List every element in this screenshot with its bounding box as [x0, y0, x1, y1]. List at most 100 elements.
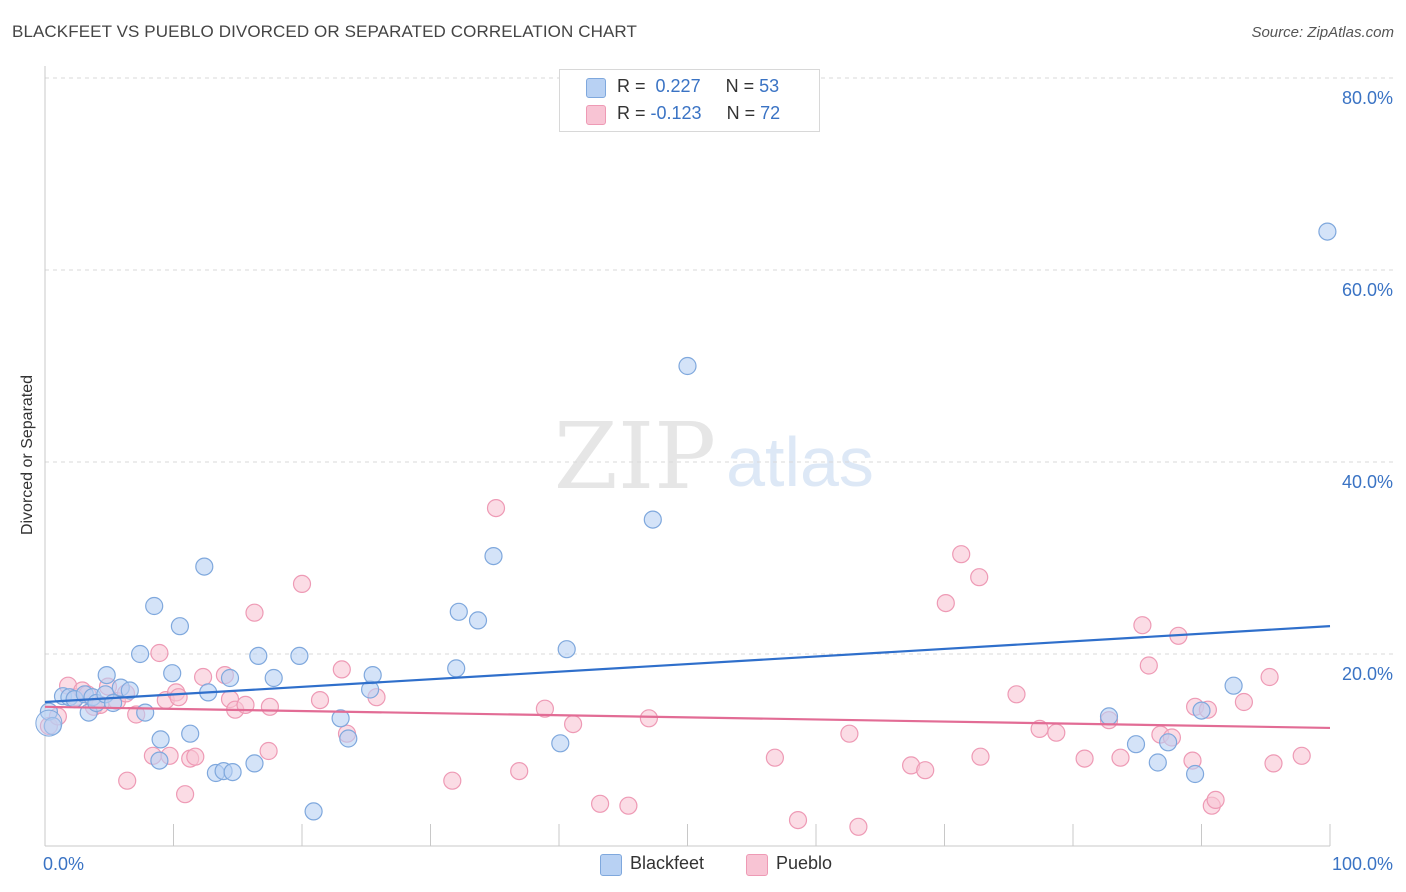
- blackfeet-point-15: [136, 703, 155, 722]
- pueblo-point-49: [936, 593, 955, 613]
- pueblo-point-22: [194, 667, 213, 687]
- pueblo-point-72: [1292, 746, 1311, 765]
- blackfeet-cluster-point: [35, 709, 63, 737]
- pueblo-point-28: [259, 741, 278, 761]
- blackfeet-point-36: [363, 665, 382, 685]
- pueblo-point-38: [535, 699, 555, 718]
- blackfeet-point-16: [145, 596, 164, 616]
- pueblo-point-35: [443, 771, 462, 790]
- bottom-legend-swatch-pueblo: [746, 854, 768, 876]
- pueblo-points: [39, 499, 1311, 836]
- pueblo-point-71: [1264, 754, 1283, 773]
- blackfeet-point-37: [447, 659, 466, 678]
- pueblo-point-11: [118, 771, 137, 790]
- legend-r-pueblo: -0.123: [650, 103, 702, 123]
- pueblo-point-68: [1206, 790, 1225, 810]
- legend-swatch-pueblo: [586, 105, 606, 125]
- pueblo-point-42: [639, 709, 659, 728]
- blackfeet-trend-line: [44, 625, 1331, 704]
- bottom-legend-swatch-blackfeet: [600, 854, 622, 876]
- source-credit: Source: ZipAtlas.com: [1251, 24, 1394, 41]
- pueblo-trend-line: [44, 705, 1331, 730]
- bottom-legend-label-pueblo: Pueblo: [776, 853, 833, 873]
- blackfeet-point-50: [1192, 701, 1211, 720]
- blackfeet-point-17: [150, 751, 169, 770]
- blackfeet-point-51: [1224, 676, 1243, 695]
- blackfeet-point-42: [557, 640, 576, 659]
- y-tick-label-0: 20.0%: [1342, 664, 1393, 684]
- y-tick-label-1: 40.0%: [1342, 472, 1393, 492]
- pueblo-point-31: [310, 690, 330, 710]
- pueblo-point-59: [1133, 616, 1152, 635]
- blackfeet-point-29: [249, 646, 268, 666]
- blackfeet-point-28: [245, 754, 264, 773]
- tick-labels: 20.0% 40.0% 60.0% 80.0% 0.0% 100.0%: [43, 88, 1393, 874]
- pueblo-point-30: [292, 574, 312, 594]
- y-tick-label-2: 60.0%: [1342, 280, 1393, 300]
- pueblo-point-45: [840, 724, 859, 743]
- blackfeet-points: [35, 222, 1337, 821]
- blackfeet-point-20: [170, 617, 189, 636]
- blackfeet-point-22: [195, 557, 214, 576]
- pueblo-point-39: [563, 714, 583, 734]
- watermark: ZIP atlas: [554, 403, 874, 510]
- blackfeet-point-26: [220, 668, 240, 688]
- pueblo-point-36: [486, 499, 506, 518]
- blackfeet-point-32: [304, 802, 323, 821]
- legend-r-blackfeet: 0.227: [655, 76, 701, 96]
- blackfeet-point-52: [1318, 222, 1337, 241]
- blackfeet-point-18: [151, 730, 170, 749]
- legend-n-pueblo: 72: [760, 103, 781, 123]
- pueblo-point-27: [245, 603, 264, 622]
- pueblo-point-44: [788, 810, 808, 830]
- legend-text-pueblo: R = -0.123 N = 72: [617, 103, 781, 123]
- pueblo-point-21: [186, 747, 205, 766]
- legend-n-blackfeet: 53: [759, 76, 780, 96]
- x-tick-label-max: 100.0%: [1332, 854, 1393, 874]
- pueblo-point-70: [1260, 667, 1279, 687]
- blackfeet-point-14: [131, 644, 150, 664]
- blackfeet-point-43: [643, 510, 662, 529]
- blackfeet-point-49: [1185, 764, 1205, 784]
- pueblo-point-29: [260, 697, 279, 716]
- pueblo-point-43: [765, 748, 785, 767]
- pueblo-point-32: [332, 660, 351, 679]
- grid-lines: [45, 77, 1393, 655]
- blackfeet-point-48: [1158, 733, 1178, 752]
- blackfeet-point-31: [290, 646, 309, 666]
- pueblo-point-52: [971, 747, 990, 766]
- pueblo-point-60: [1139, 656, 1158, 675]
- legend-text-blackfeet: R = 0.227 N = 53: [617, 76, 780, 96]
- pueblo-point-18: [169, 688, 188, 707]
- blackfeet-point-47: [1148, 753, 1167, 772]
- blackfeet-point-38: [449, 602, 468, 621]
- watermark-zip: ZIP: [554, 403, 716, 510]
- blackfeet-point-34: [339, 729, 358, 748]
- trend-lines: [44, 625, 1331, 730]
- blackfeet-point-46: [1126, 735, 1146, 754]
- blackfeet-point-27: [223, 762, 242, 782]
- x-tick-label-min: 0.0%: [43, 854, 84, 874]
- blackfeet-point-45: [1099, 707, 1119, 726]
- blackfeet-point-10: [97, 665, 116, 685]
- blackfeet-point-40: [484, 546, 503, 566]
- blackfeet-point-21: [181, 724, 200, 743]
- blackfeet-point-39: [468, 611, 488, 630]
- pueblo-point-69: [1234, 692, 1254, 712]
- blackfeet-point-33: [331, 709, 350, 728]
- legend-swatch-blackfeet: [586, 78, 606, 98]
- pueblo-point-50: [952, 545, 971, 564]
- blackfeet-point-19: [163, 664, 182, 683]
- pueblo-point-14: [150, 643, 169, 663]
- blackfeet-point-30: [264, 668, 283, 688]
- pueblo-point-51: [970, 568, 989, 587]
- blackfeet-point-44: [678, 356, 697, 376]
- pueblo-point-41: [619, 796, 638, 815]
- pueblo-point-46: [849, 817, 868, 836]
- y-tick-label-3: 80.0%: [1342, 88, 1393, 108]
- pueblo-point-58: [1111, 748, 1130, 767]
- blackfeet-point-13: [120, 681, 139, 700]
- pueblo-point-56: [1075, 749, 1094, 768]
- pueblo-point-37: [510, 761, 529, 781]
